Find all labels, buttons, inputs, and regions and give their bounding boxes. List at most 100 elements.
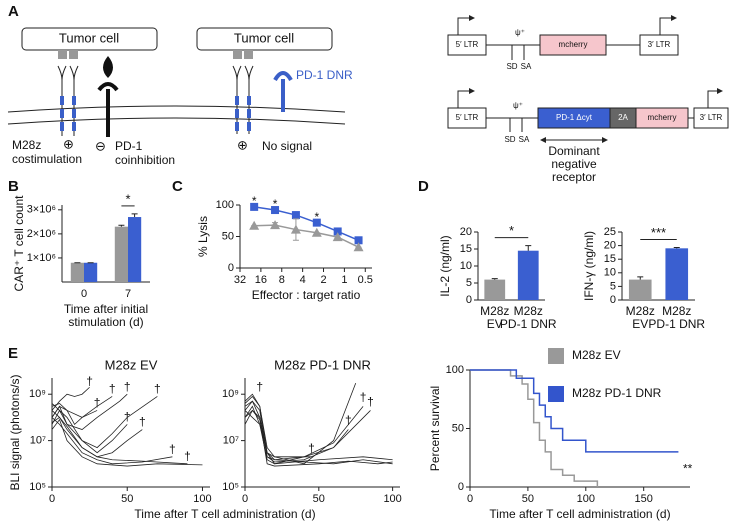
bar — [484, 279, 506, 300]
annotation: * — [252, 194, 257, 208]
x-tick-label: EV — [487, 317, 503, 331]
car-domains — [60, 96, 76, 131]
series-line — [51, 416, 188, 465]
x-axis-label: Effector : target ratio — [252, 288, 361, 302]
y-axis-label: BLI signal (photons/s) — [8, 374, 22, 490]
series-line — [51, 417, 173, 465]
annotation: * — [273, 197, 278, 211]
label: PD-1 DNR — [296, 68, 353, 82]
schematic: Tumor cell M28z ⊕ costimulation ⊖ PD-1 c… — [7, 27, 353, 167]
y-tick-label: 0 — [228, 262, 234, 274]
x-tick-label: M28z — [480, 304, 509, 318]
legend-label: M28z EV — [572, 348, 621, 362]
series-line — [244, 395, 393, 465]
series-line — [51, 405, 98, 426]
car — [57, 65, 79, 136]
y-tick-label: 10⁵ — [222, 481, 239, 493]
ltr — [693, 107, 729, 129]
part-label: 2A — [618, 113, 628, 122]
y-tick-label: 10⁷ — [223, 435, 239, 447]
series-line — [254, 206, 359, 241]
y-tick-label: 25 — [604, 226, 616, 238]
x-tick-label: 50 — [313, 493, 325, 505]
membrane — [7, 117, 346, 125]
site — [511, 45, 525, 60]
annotation: * — [314, 210, 319, 224]
y-tick-label: 10⁹ — [29, 388, 46, 400]
y-tick-label: 2×10⁶ — [27, 228, 56, 240]
y-tick-label: 5 — [610, 280, 616, 292]
annotation: † — [345, 413, 352, 427]
dnr — [281, 79, 285, 112]
bar — [128, 217, 142, 282]
y-tick-label: 1×10⁶ — [27, 252, 56, 264]
marker — [250, 202, 259, 211]
vector-2: 5′ LTR ψ⁺ SD SA PD-1 Δcyt 2A mcherry 3′ … — [447, 88, 729, 184]
annotation: † — [139, 415, 146, 429]
series-line — [244, 409, 312, 458]
ltr — [639, 34, 679, 56]
label: ⊕ — [63, 136, 74, 151]
cell-box — [21, 27, 158, 51]
series-line — [51, 396, 113, 418]
note: Dominant — [548, 144, 600, 158]
y-tick-label: 0 — [458, 481, 464, 493]
x-tick-label: 100 — [193, 493, 211, 505]
pd-1 — [97, 82, 119, 92]
part-label: 5′ LTR — [456, 40, 479, 49]
x-tick-label: 2 — [320, 274, 326, 286]
part-label: mcherry — [648, 113, 677, 122]
marker — [354, 236, 363, 245]
error-bar — [525, 245, 532, 251]
promoter-arrow — [707, 88, 723, 108]
y-tick-label: 10⁷ — [30, 435, 46, 447]
label: ⊕ — [237, 137, 248, 152]
marker — [332, 232, 343, 242]
pd-l1 — [103, 50, 113, 78]
x-axis-label: Time after T cell administration (d) — [134, 507, 315, 521]
y-tick-label: 10 — [460, 260, 472, 272]
ltr — [447, 34, 487, 56]
part-label: ψ⁺ — [515, 28, 525, 37]
site-label: SA — [521, 62, 532, 71]
marker — [333, 227, 342, 236]
y-tick-label: 50 — [452, 422, 464, 434]
y-tick-label: 50 — [222, 230, 234, 242]
cell-label: Tumor cell — [234, 30, 294, 45]
label: costimulation — [12, 152, 82, 166]
x-axis-label: stimulation (d) — [68, 315, 143, 329]
promoter-arrow — [457, 88, 475, 108]
ltr — [447, 107, 487, 129]
x-tick-label: 0 — [242, 493, 248, 505]
x-tick-label: 32 — [234, 274, 246, 286]
annotation: † — [94, 396, 101, 410]
chart-title: M28z EV — [105, 357, 158, 372]
y-tick-label: 3×10⁶ — [27, 204, 56, 216]
series-line — [244, 409, 393, 467]
series-line — [244, 405, 364, 461]
series-line — [470, 369, 679, 453]
panel-label: B — [8, 178, 19, 195]
x-tick-label: 100 — [383, 493, 401, 505]
annotation: † — [169, 442, 176, 456]
pd-1 — [106, 89, 110, 137]
series-line — [51, 418, 203, 467]
error-bar — [131, 213, 138, 218]
x-tick-label: 16 — [255, 274, 267, 286]
y-tick-label: 15 — [604, 253, 616, 265]
x-tick-label: M28z — [514, 304, 543, 318]
mcherry — [635, 107, 689, 129]
legend-swatch — [548, 348, 564, 364]
series-line — [244, 400, 371, 463]
mcherry — [539, 34, 607, 56]
site-label: SD — [504, 135, 515, 144]
annotation: † — [256, 379, 263, 393]
series-line — [254, 224, 359, 248]
series-line — [51, 403, 128, 454]
y-tick-label: 0 — [466, 294, 472, 306]
y-tick-label: 0 — [610, 294, 616, 306]
label: ⊖ — [95, 138, 106, 153]
x-tick-label: EV — [632, 317, 648, 331]
x-tick-label: 0.5 — [358, 274, 373, 286]
annotation: † — [367, 394, 374, 408]
